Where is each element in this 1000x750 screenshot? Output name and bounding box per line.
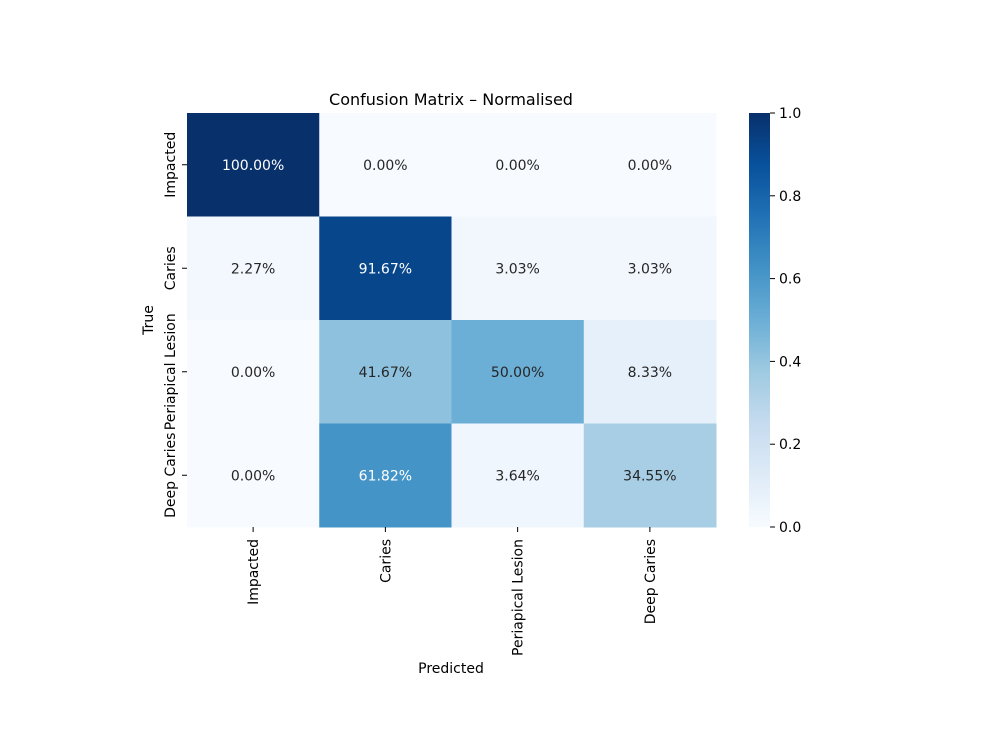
x-axis-ticks: Impacted Caries Periapical Lesion Deep Cari… xyxy=(246,527,659,656)
colorbar-tick-label: 0.6 xyxy=(779,272,801,288)
colorbar-tick-label: 1.0 xyxy=(779,106,801,122)
cell-value-label: 100.00% xyxy=(222,158,284,174)
heatmap-cell xyxy=(583,113,717,217)
heatmap-cell xyxy=(583,216,717,321)
heatmap-cell xyxy=(451,216,585,321)
colorbar-tick-label: 0.0 xyxy=(779,520,801,536)
cell-value-label: 61.82% xyxy=(359,468,412,484)
colorbar-ticks: 0.0 0.2 0.4 0.6 0.8 1.0 xyxy=(770,106,801,536)
heatmap-cell xyxy=(583,423,717,528)
y-tick-label: Caries xyxy=(163,246,179,290)
heatmap-cell xyxy=(451,423,585,528)
colorbar-tick-label: 0.8 xyxy=(779,189,801,205)
x-axis-label: Predicted xyxy=(418,661,484,677)
x-tick-label: Caries xyxy=(378,539,394,583)
cell-value-label: 2.27% xyxy=(231,261,275,277)
cell-value-label: 41.67% xyxy=(359,365,412,381)
colorbar-tick-label: 0.2 xyxy=(779,437,801,453)
colorbar xyxy=(749,113,770,527)
x-tick-label: Deep Caries xyxy=(643,539,659,624)
cell-value-label: 0.00% xyxy=(628,158,672,174)
y-tick-label: Deep Caries xyxy=(163,433,179,518)
x-tick-label: Impacted xyxy=(246,539,262,605)
heatmap-cell xyxy=(319,423,452,528)
heatmap-cell-labels: 100.00% 0.00% 0.00% 0.00% 2.27% 91.67% 3.03% 3.… xyxy=(222,158,677,485)
cell-value-label: 8.33% xyxy=(628,365,672,381)
cell-value-label: 3.64% xyxy=(495,468,539,484)
heatmap-cells xyxy=(187,113,717,528)
heatmap-cell xyxy=(187,320,320,424)
chart-title: Confusion Matrix – Normalised xyxy=(329,90,573,109)
cell-value-label: 50.00% xyxy=(491,365,544,381)
heatmap-cell xyxy=(187,216,320,321)
cell-value-label: 0.00% xyxy=(363,158,407,174)
heatmap-cell xyxy=(451,320,585,424)
cell-value-label: 91.67% xyxy=(359,261,412,277)
x-tick-label: Periapical Lesion xyxy=(511,539,527,656)
cell-value-label: 0.00% xyxy=(495,158,539,174)
y-tick-label: Periapical Lesion xyxy=(163,313,179,430)
cell-value-label: 3.03% xyxy=(495,261,539,277)
heatmap-cell xyxy=(319,320,452,424)
cell-value-label: 0.00% xyxy=(231,468,275,484)
colorbar-tick-label: 0.4 xyxy=(779,354,801,370)
heatmap-cell xyxy=(187,423,320,528)
cell-value-label: 3.03% xyxy=(628,261,672,277)
cell-value-label: 0.00% xyxy=(231,365,275,381)
heatmap-cell xyxy=(319,113,452,217)
heatmap-cell xyxy=(187,113,320,217)
cell-value-label: 34.55% xyxy=(623,468,676,484)
y-axis-label: True xyxy=(141,305,157,336)
y-tick-label: Impacted xyxy=(163,132,179,198)
heatmap-cell xyxy=(583,320,717,424)
heatmap-cell xyxy=(451,113,585,217)
y-axis-ticks: Impacted Caries Periapical Lesion Deep Cari… xyxy=(163,132,187,518)
heatmap-cell xyxy=(319,216,452,321)
